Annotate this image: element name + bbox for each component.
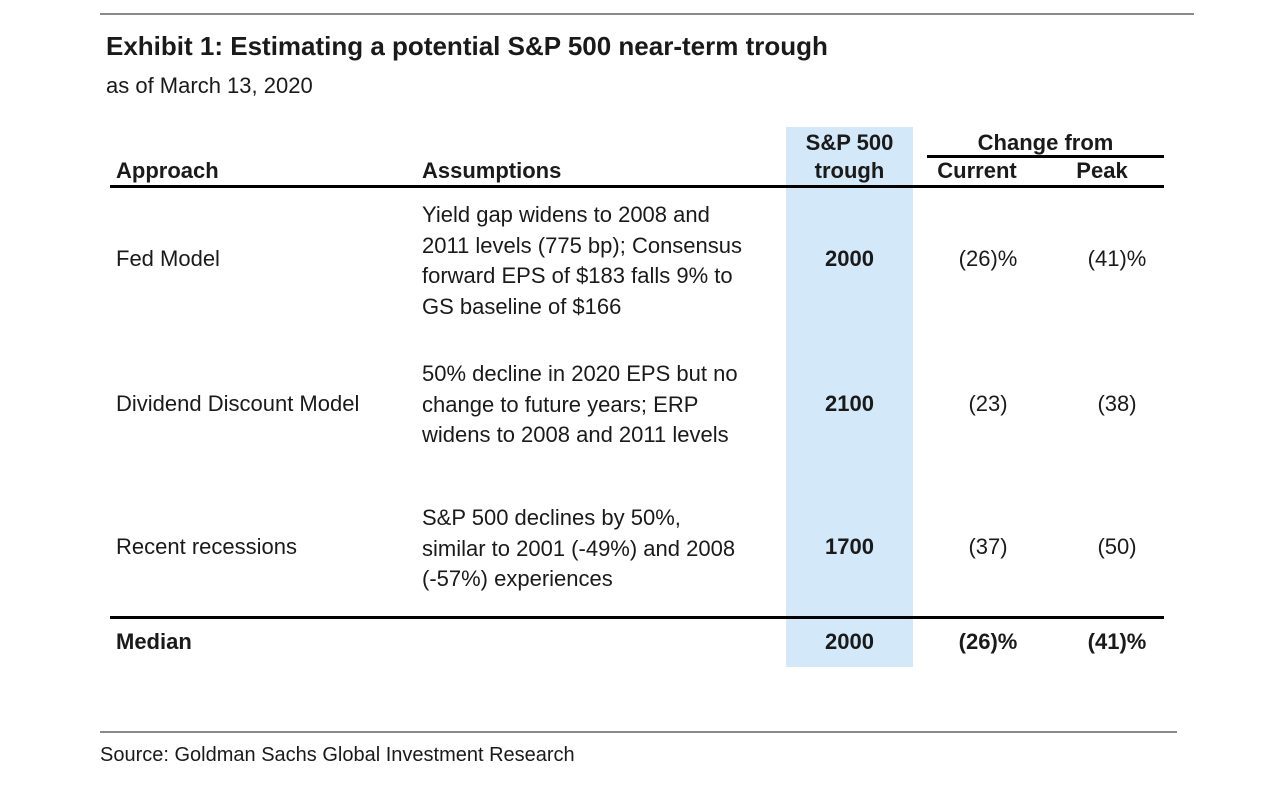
assumption-line: 2011 levels (775 bp); Consensus: [422, 232, 743, 258]
median-label: Median: [116, 629, 192, 654]
assumption-line: 50% decline in 2020 EPS but no: [422, 361, 738, 386]
header-trough-line1: S&P 500: [805, 130, 894, 155]
exhibit-title: Exhibit 1: Estimating a potential S&P 50…: [106, 31, 828, 61]
header-assumptions: Assumptions: [422, 158, 562, 183]
row-fed-model-current: (26)%: [958, 246, 1018, 271]
row-recessions-peak: (50): [1097, 534, 1137, 559]
change-from-underline: [927, 155, 1164, 158]
row-ddm-current: (23): [968, 391, 1008, 416]
row-ddm-assumptions: 50% decline in 2020 EPS but no change to…: [422, 359, 738, 451]
header-underline: [110, 185, 1164, 188]
top-rule: [100, 13, 1194, 15]
row-recessions-approach: Recent recessions: [116, 534, 297, 559]
assumption-line: widens to 2008 and 2011 levels: [422, 422, 729, 447]
source-note: Source: Goldman Sachs Global Investment …: [100, 744, 575, 766]
assumption-line: (-57%) experiences: [422, 566, 613, 591]
bottom-rule: [100, 731, 1177, 733]
header-current: Current: [937, 158, 1017, 183]
header-approach: Approach: [116, 158, 219, 183]
row-fed-model-trough: 2000: [825, 246, 874, 271]
assumption-line: forward EPS of $183 falls 9% to: [422, 263, 733, 288]
median-current: (26)%: [958, 629, 1018, 654]
header-trough-line2: trough: [814, 158, 885, 183]
assumption-line: change to future years; ERP: [422, 391, 699, 417]
assumption-line: S&P 500 declines by 50%,: [422, 505, 681, 530]
row-recessions-assumptions: S&P 500 declines by 50%, similar to 2001…: [422, 503, 735, 595]
assumption-line: Yield gap widens to 2008 and: [422, 202, 710, 227]
header-change-from: Change from: [977, 130, 1114, 155]
median-rule: [110, 616, 1164, 619]
assumption-line: GS baseline of $166: [422, 293, 622, 319]
row-ddm-peak: (38): [1097, 391, 1137, 416]
median-peak: (41)%: [1087, 629, 1147, 654]
row-recessions-current: (37): [968, 534, 1008, 559]
row-fed-model-assumptions: Yield gap widens to 2008 and 2011 levels…: [422, 200, 742, 322]
row-fed-model-peak: (41)%: [1087, 246, 1147, 271]
median-trough: 2000: [825, 629, 874, 654]
row-ddm-approach: Dividend Discount Model: [116, 391, 360, 416]
exhibit-subtitle: as of March 13, 2020: [106, 73, 313, 98]
row-fed-model-approach: Fed Model: [116, 246, 220, 271]
header-peak: Peak: [1076, 158, 1128, 183]
row-ddm-trough: 2100: [825, 391, 874, 416]
assumption-line: similar to 2001 (-49%) and 2008: [422, 535, 736, 561]
trough-column-highlight: [786, 127, 913, 667]
row-recessions-trough: 1700: [825, 534, 874, 559]
